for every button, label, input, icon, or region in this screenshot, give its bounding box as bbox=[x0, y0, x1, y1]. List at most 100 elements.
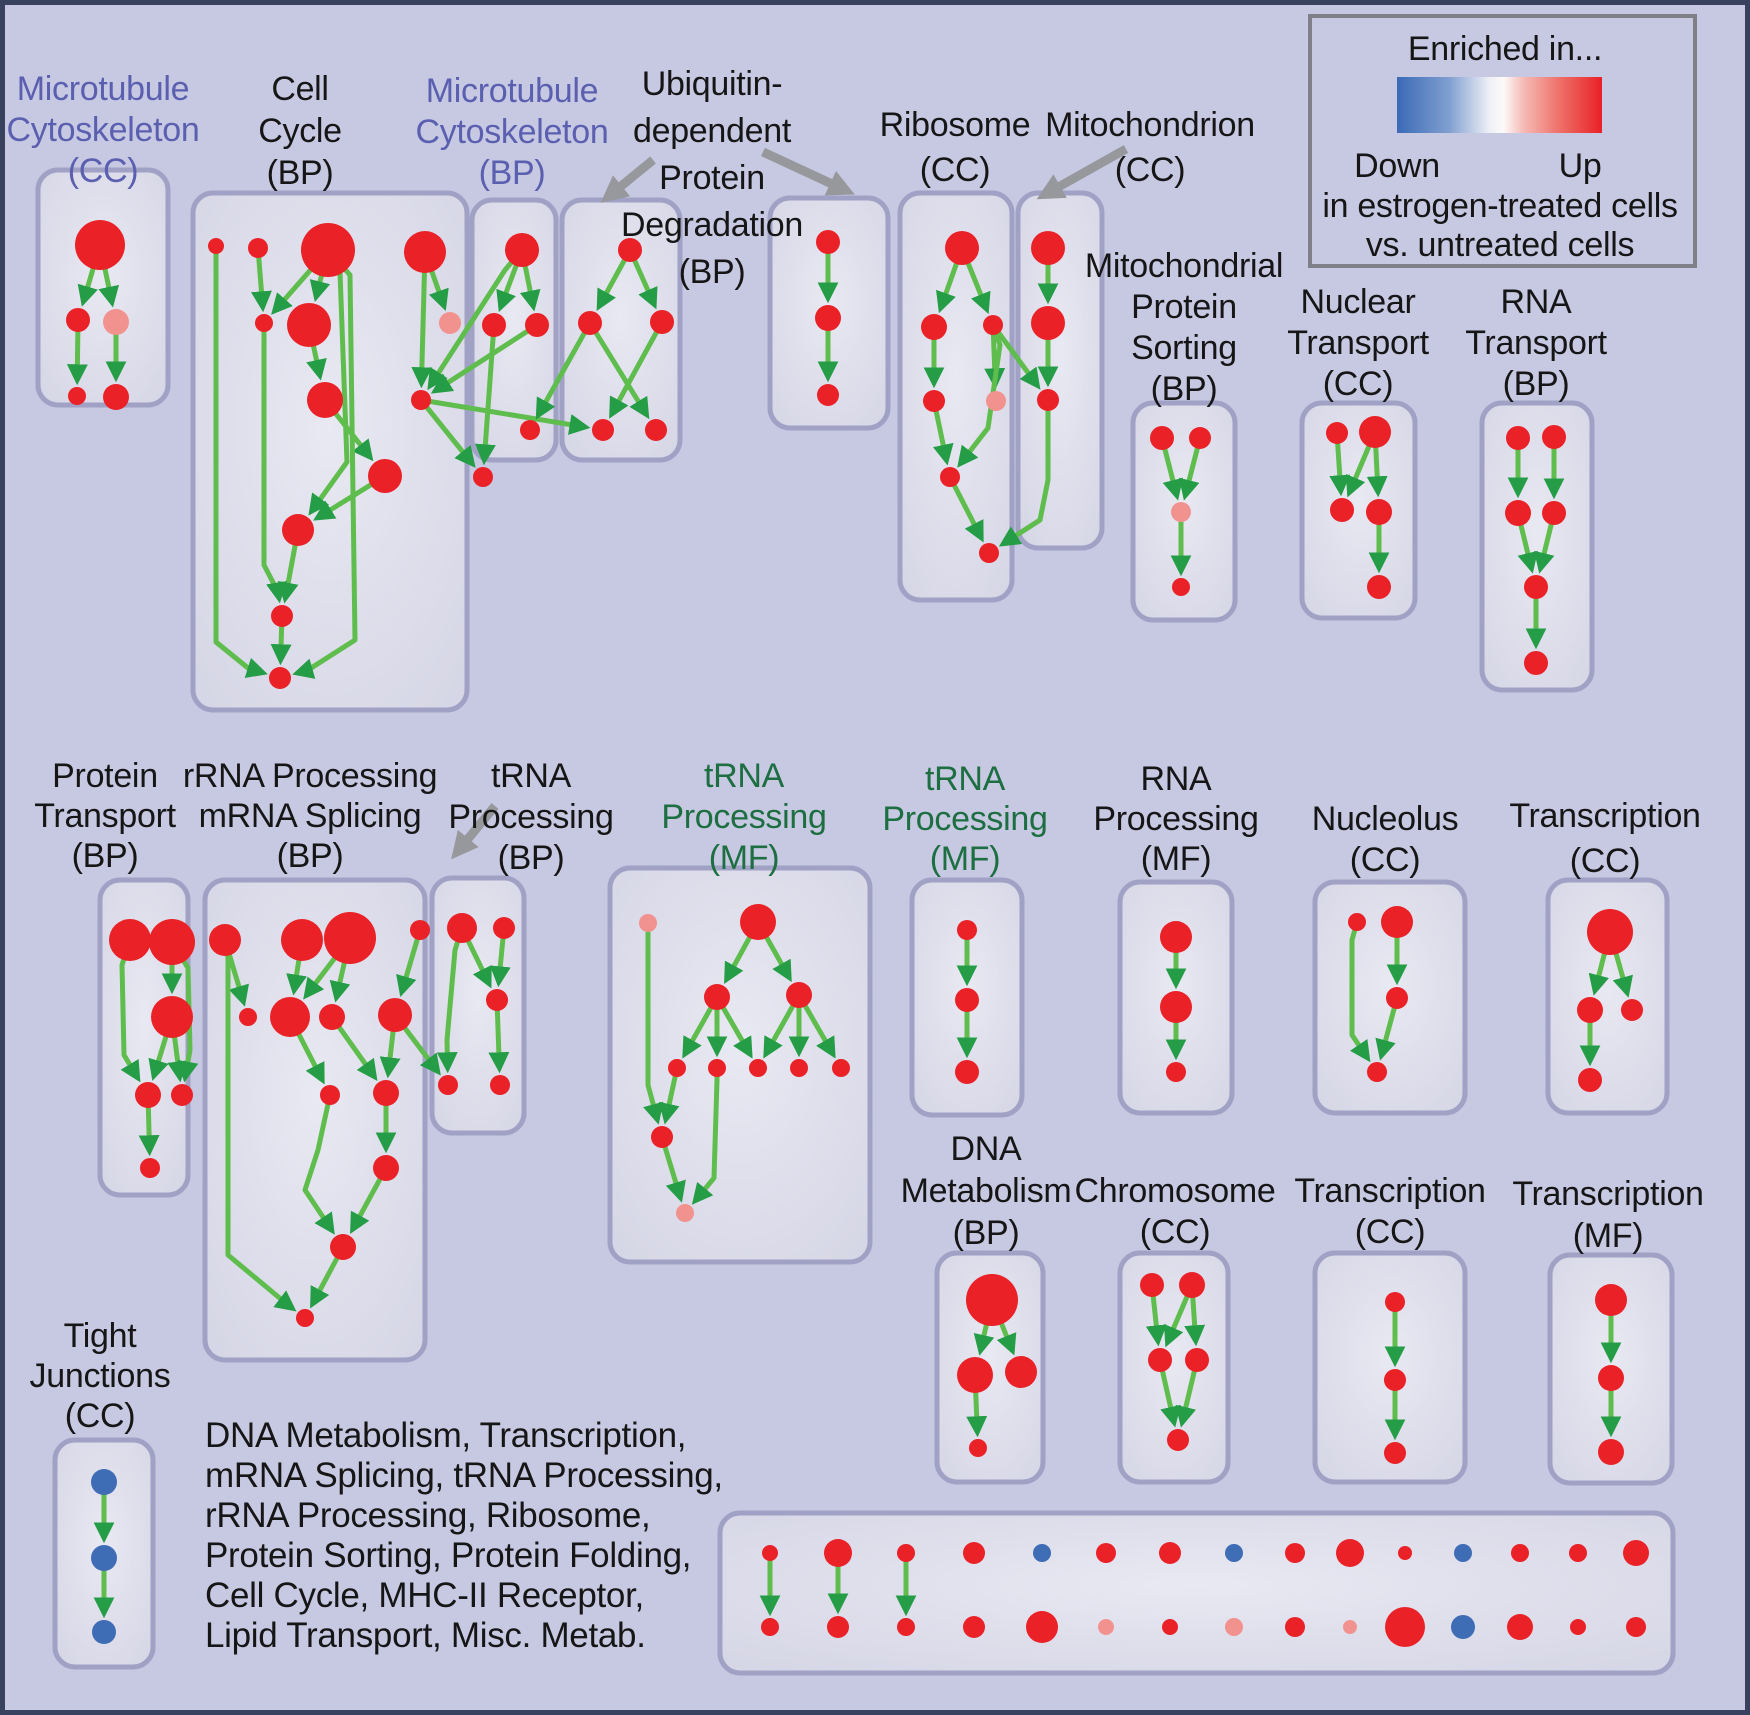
rrna-processing-mrna-splicing-bp-node-1 bbox=[281, 919, 323, 961]
trna-processing-bp-label-line-2: (BP) bbox=[498, 839, 565, 877]
misc-cluster-node-25 bbox=[1385, 1607, 1425, 1647]
trna-processing-mf-large-node-0 bbox=[639, 914, 657, 932]
ubiquitin-degradation-bp-a-node-3 bbox=[592, 419, 614, 441]
rna-processing-mf-node-0 bbox=[1160, 921, 1192, 953]
cell-cycle-bp-node-3 bbox=[404, 231, 446, 273]
trna-processing-mf-small-node-1 bbox=[955, 988, 979, 1012]
dna-metabolism-bp-label-line-1: Metabolism bbox=[901, 1172, 1072, 1210]
mitochondrial-protein-sorting-bp-label-line-0: Mitochondrial bbox=[1085, 247, 1283, 285]
ubiquitin-degradation-bp-b-node-2 bbox=[817, 384, 839, 406]
ubiquitin-degradation-bp-b-node-1 bbox=[815, 305, 841, 331]
cell-cycle-bp-node-8 bbox=[411, 390, 431, 410]
tight-junctions-cc-label-line-2: (CC) bbox=[65, 1397, 136, 1435]
misc-cluster-node-8 bbox=[1285, 1543, 1305, 1563]
trna-processing-bp-label-line-1: Processing bbox=[448, 798, 613, 836]
protein-transport-bp-node-3 bbox=[135, 1082, 161, 1108]
microtubule-cytoskeleton-cc-node-2 bbox=[103, 309, 129, 335]
trna-processing-mf-large-node-2 bbox=[704, 984, 730, 1010]
chromosome-cc-node-4 bbox=[1167, 1429, 1189, 1451]
rna-transport-bp-label-line-2: (BP) bbox=[1503, 365, 1570, 403]
misc-cluster-node-1 bbox=[824, 1539, 852, 1567]
misc-cluster-node-9 bbox=[1336, 1539, 1364, 1567]
rrna-processing-mrna-splicing-bp-node-12 bbox=[296, 1309, 314, 1327]
tight-junctions-cc-node-1 bbox=[91, 1545, 117, 1571]
trna-processing-mf-small-node-2 bbox=[955, 1060, 979, 1084]
ubiquitin-degradation-bp-a-node-2 bbox=[650, 310, 674, 334]
rrna-processing-mrna-splicing-bp-box bbox=[202, 877, 428, 1363]
transcription-cc-bottom-box bbox=[1312, 1250, 1468, 1485]
trna-processing-bp-node-4 bbox=[490, 1075, 510, 1095]
transcription-cc-bottom-node-0 bbox=[1385, 1292, 1405, 1312]
trna-processing-bp-edge-2 bbox=[488, 999, 510, 1074]
protein-transport-bp-label-line-2: (BP) bbox=[72, 837, 139, 875]
rrna-processing-mrna-splicing-bp-node-2 bbox=[324, 912, 376, 964]
tight-junctions-cc-label-line-1: Junctions bbox=[30, 1357, 171, 1395]
misc-cluster-box bbox=[717, 1510, 1676, 1676]
rrna-processing-mrna-splicing-bp-node-4 bbox=[239, 1008, 257, 1026]
cell-cycle-bp-label-line-1: Cycle bbox=[258, 112, 342, 150]
tight-junctions-cc-node-2 bbox=[92, 1620, 116, 1644]
protein-transport-bp-node-5 bbox=[140, 1158, 160, 1178]
misc-cluster-node-11 bbox=[1454, 1544, 1472, 1562]
cell-cycle-bp-node-5 bbox=[287, 303, 331, 347]
rna-transport-bp-node-0 bbox=[1506, 426, 1530, 450]
rna-processing-mf-node-1 bbox=[1160, 991, 1192, 1023]
chromosome-cc-node-2 bbox=[1148, 1348, 1172, 1372]
chromosome-cc-box bbox=[1117, 1250, 1231, 1485]
misc-cluster-node-23 bbox=[1285, 1617, 1305, 1637]
cell-cycle-bp-label-line-0: Cell bbox=[271, 70, 328, 108]
dna-metabolism-bp-label-line-2: (BP) bbox=[953, 1214, 1020, 1252]
trna-processing-mf-large-node-1 bbox=[740, 904, 776, 940]
ribosome-cc-node-5 bbox=[940, 467, 960, 487]
trna-processing-bp-node-1 bbox=[493, 917, 515, 939]
transcription-cc-bottom-label-line-1: (CC) bbox=[1355, 1213, 1426, 1251]
transcription-cc-middle-node-3 bbox=[1578, 1068, 1602, 1092]
trna-processing-mf-large-node-8 bbox=[832, 1059, 850, 1077]
cross-edge-5 bbox=[990, 323, 1041, 390]
misc-cluster-node-19 bbox=[1026, 1611, 1058, 1643]
cell-cycle-bp-node-9 bbox=[368, 459, 402, 493]
protein-transport-bp-node-0 bbox=[109, 919, 151, 961]
dna-metabolism-bp-label-line-0: DNA bbox=[951, 1130, 1023, 1168]
misc-cluster-node-6 bbox=[1159, 1542, 1181, 1564]
rna-transport-bp-node-1 bbox=[1542, 425, 1566, 449]
nuclear-transport-cc-node-0 bbox=[1326, 422, 1348, 444]
tight-junctions-cc-node-0 bbox=[91, 1469, 117, 1495]
misc-annotation-line-0: DNA Metabolism, Transcription, bbox=[205, 1416, 686, 1455]
cell-cycle-bp-label-line-2: (BP) bbox=[267, 154, 334, 192]
microtubule-cytoskeleton-cc-label-line-1: Cytoskeleton bbox=[7, 111, 200, 149]
cell-cycle-bp-node-12 bbox=[269, 667, 291, 689]
misc-cluster-node-24 bbox=[1343, 1620, 1357, 1634]
rrna-processing-mrna-splicing-bp-node-10 bbox=[373, 1155, 399, 1181]
trna-processing-mf-large-node-9 bbox=[651, 1126, 673, 1148]
dna-metabolism-bp-node-1 bbox=[957, 1357, 993, 1393]
rna-processing-mf-label-line-2: (MF) bbox=[1141, 840, 1212, 878]
protein-transport-bp-label-line-1: Transport bbox=[34, 797, 176, 835]
mitochondrial-protein-sorting-bp-node-3 bbox=[1172, 578, 1190, 596]
label-pointer-arrow-1 bbox=[761, 147, 855, 196]
dna-metabolism-bp-node-3 bbox=[969, 1439, 987, 1457]
misc-annotation-line-4: Cell Cycle, MHC-II Receptor, bbox=[205, 1576, 644, 1615]
microtubule-cytoskeleton-cc-node-3 bbox=[68, 387, 86, 405]
trna-processing-bp-node-2 bbox=[486, 989, 508, 1011]
cross-edge-2 bbox=[419, 398, 476, 468]
ribosome-cc-node-4 bbox=[986, 391, 1006, 411]
nucleolus-cc-node-1 bbox=[1381, 906, 1413, 938]
protein-transport-bp-label-line-0: Protein bbox=[52, 757, 158, 795]
rrna-processing-mrna-splicing-bp-node-3 bbox=[410, 920, 430, 940]
misc-cluster-node-7 bbox=[1225, 1544, 1243, 1562]
ribosome-cc-node-1 bbox=[921, 314, 947, 340]
trna-processing-mf-small-label-line-1: Processing bbox=[882, 800, 1047, 838]
nucleolus-cc-node-0 bbox=[1348, 913, 1366, 931]
nucleolus-cc-label-line-0: Nucleolus bbox=[1312, 800, 1459, 838]
misc-cluster-node-10 bbox=[1398, 1546, 1412, 1560]
misc-annotation-line-3: Protein Sorting, Protein Folding, bbox=[205, 1536, 691, 1575]
misc-cluster-node-5 bbox=[1096, 1543, 1116, 1563]
nuclear-transport-cc-box bbox=[1299, 400, 1418, 621]
transcription-cc-middle-label-line-1: (CC) bbox=[1570, 842, 1641, 880]
trna-processing-mf-large-node-4 bbox=[668, 1059, 686, 1077]
rrna-processing-mrna-splicing-bp-node-0 bbox=[209, 924, 241, 956]
